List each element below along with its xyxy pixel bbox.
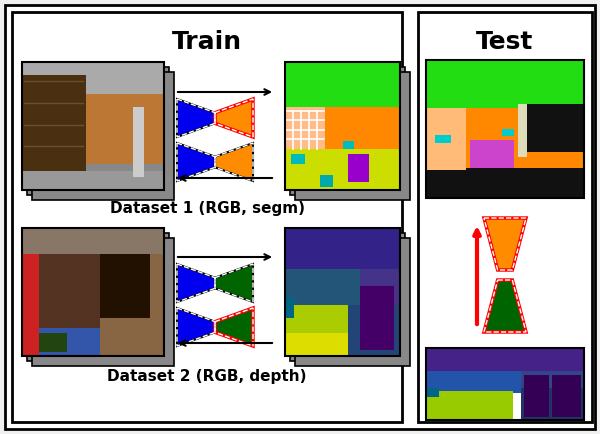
Bar	[291, 154, 305, 164]
Text: Dataset 1 (RGB, segm): Dataset 1 (RGB, segm)	[110, 201, 305, 216]
Bar	[426, 60, 584, 198]
Bar	[426, 60, 584, 112]
Bar	[12, 12, 402, 422]
Bar	[426, 108, 466, 171]
Bar	[285, 149, 400, 190]
Bar	[32, 238, 174, 366]
Bar	[285, 228, 400, 273]
Polygon shape	[215, 143, 253, 181]
Bar	[343, 141, 354, 149]
Bar	[524, 104, 584, 152]
Bar	[295, 238, 410, 366]
Bar	[22, 228, 164, 356]
Bar	[22, 228, 39, 356]
Polygon shape	[484, 218, 526, 270]
Polygon shape	[215, 99, 253, 137]
Bar	[22, 75, 86, 177]
Bar	[22, 171, 164, 190]
Bar	[22, 62, 164, 116]
Bar	[22, 228, 164, 356]
Bar	[27, 233, 169, 361]
Polygon shape	[177, 99, 215, 137]
Bar	[320, 174, 334, 187]
Bar	[285, 269, 360, 307]
Bar	[100, 253, 150, 318]
Bar	[518, 104, 527, 157]
Bar	[285, 62, 400, 190]
Bar	[39, 333, 67, 352]
Bar	[285, 299, 294, 318]
Bar	[22, 62, 164, 190]
Bar	[39, 328, 100, 356]
Bar	[22, 228, 164, 253]
Bar	[22, 62, 164, 190]
Polygon shape	[215, 308, 253, 346]
Polygon shape	[177, 143, 215, 181]
Bar	[418, 12, 592, 422]
Bar	[426, 348, 584, 373]
Bar	[436, 135, 451, 143]
Bar	[133, 107, 144, 177]
Bar	[32, 72, 174, 200]
Text: Train: Train	[172, 30, 242, 54]
Bar	[553, 375, 581, 417]
Bar	[27, 67, 169, 195]
Bar	[502, 129, 514, 136]
Polygon shape	[484, 280, 526, 332]
Bar	[285, 305, 348, 337]
Bar	[521, 388, 584, 420]
Bar	[360, 269, 400, 307]
Text: Dataset 2 (RGB, depth): Dataset 2 (RGB, depth)	[107, 368, 307, 384]
Polygon shape	[177, 264, 215, 302]
Bar	[22, 228, 164, 356]
Polygon shape	[177, 308, 215, 346]
Polygon shape	[215, 264, 253, 302]
Bar	[348, 305, 400, 356]
Bar	[426, 391, 513, 420]
Bar	[426, 168, 584, 198]
Bar	[360, 286, 394, 350]
Bar	[348, 154, 369, 182]
Bar	[295, 72, 410, 200]
Bar	[22, 94, 164, 164]
Bar	[290, 67, 405, 195]
Bar	[100, 228, 164, 356]
Bar	[476, 157, 505, 168]
Bar	[426, 388, 439, 397]
Bar	[285, 107, 400, 151]
Bar	[285, 62, 400, 111]
Bar	[426, 348, 584, 420]
Bar	[524, 375, 549, 417]
Bar	[285, 228, 400, 356]
Bar	[426, 371, 521, 393]
Bar	[426, 108, 584, 171]
Bar	[521, 371, 584, 393]
Bar	[470, 140, 514, 168]
Bar	[285, 107, 325, 164]
Bar	[285, 62, 400, 190]
Bar	[285, 228, 400, 356]
Text: Test: Test	[476, 30, 533, 54]
Bar	[285, 333, 348, 356]
Bar	[290, 233, 405, 361]
